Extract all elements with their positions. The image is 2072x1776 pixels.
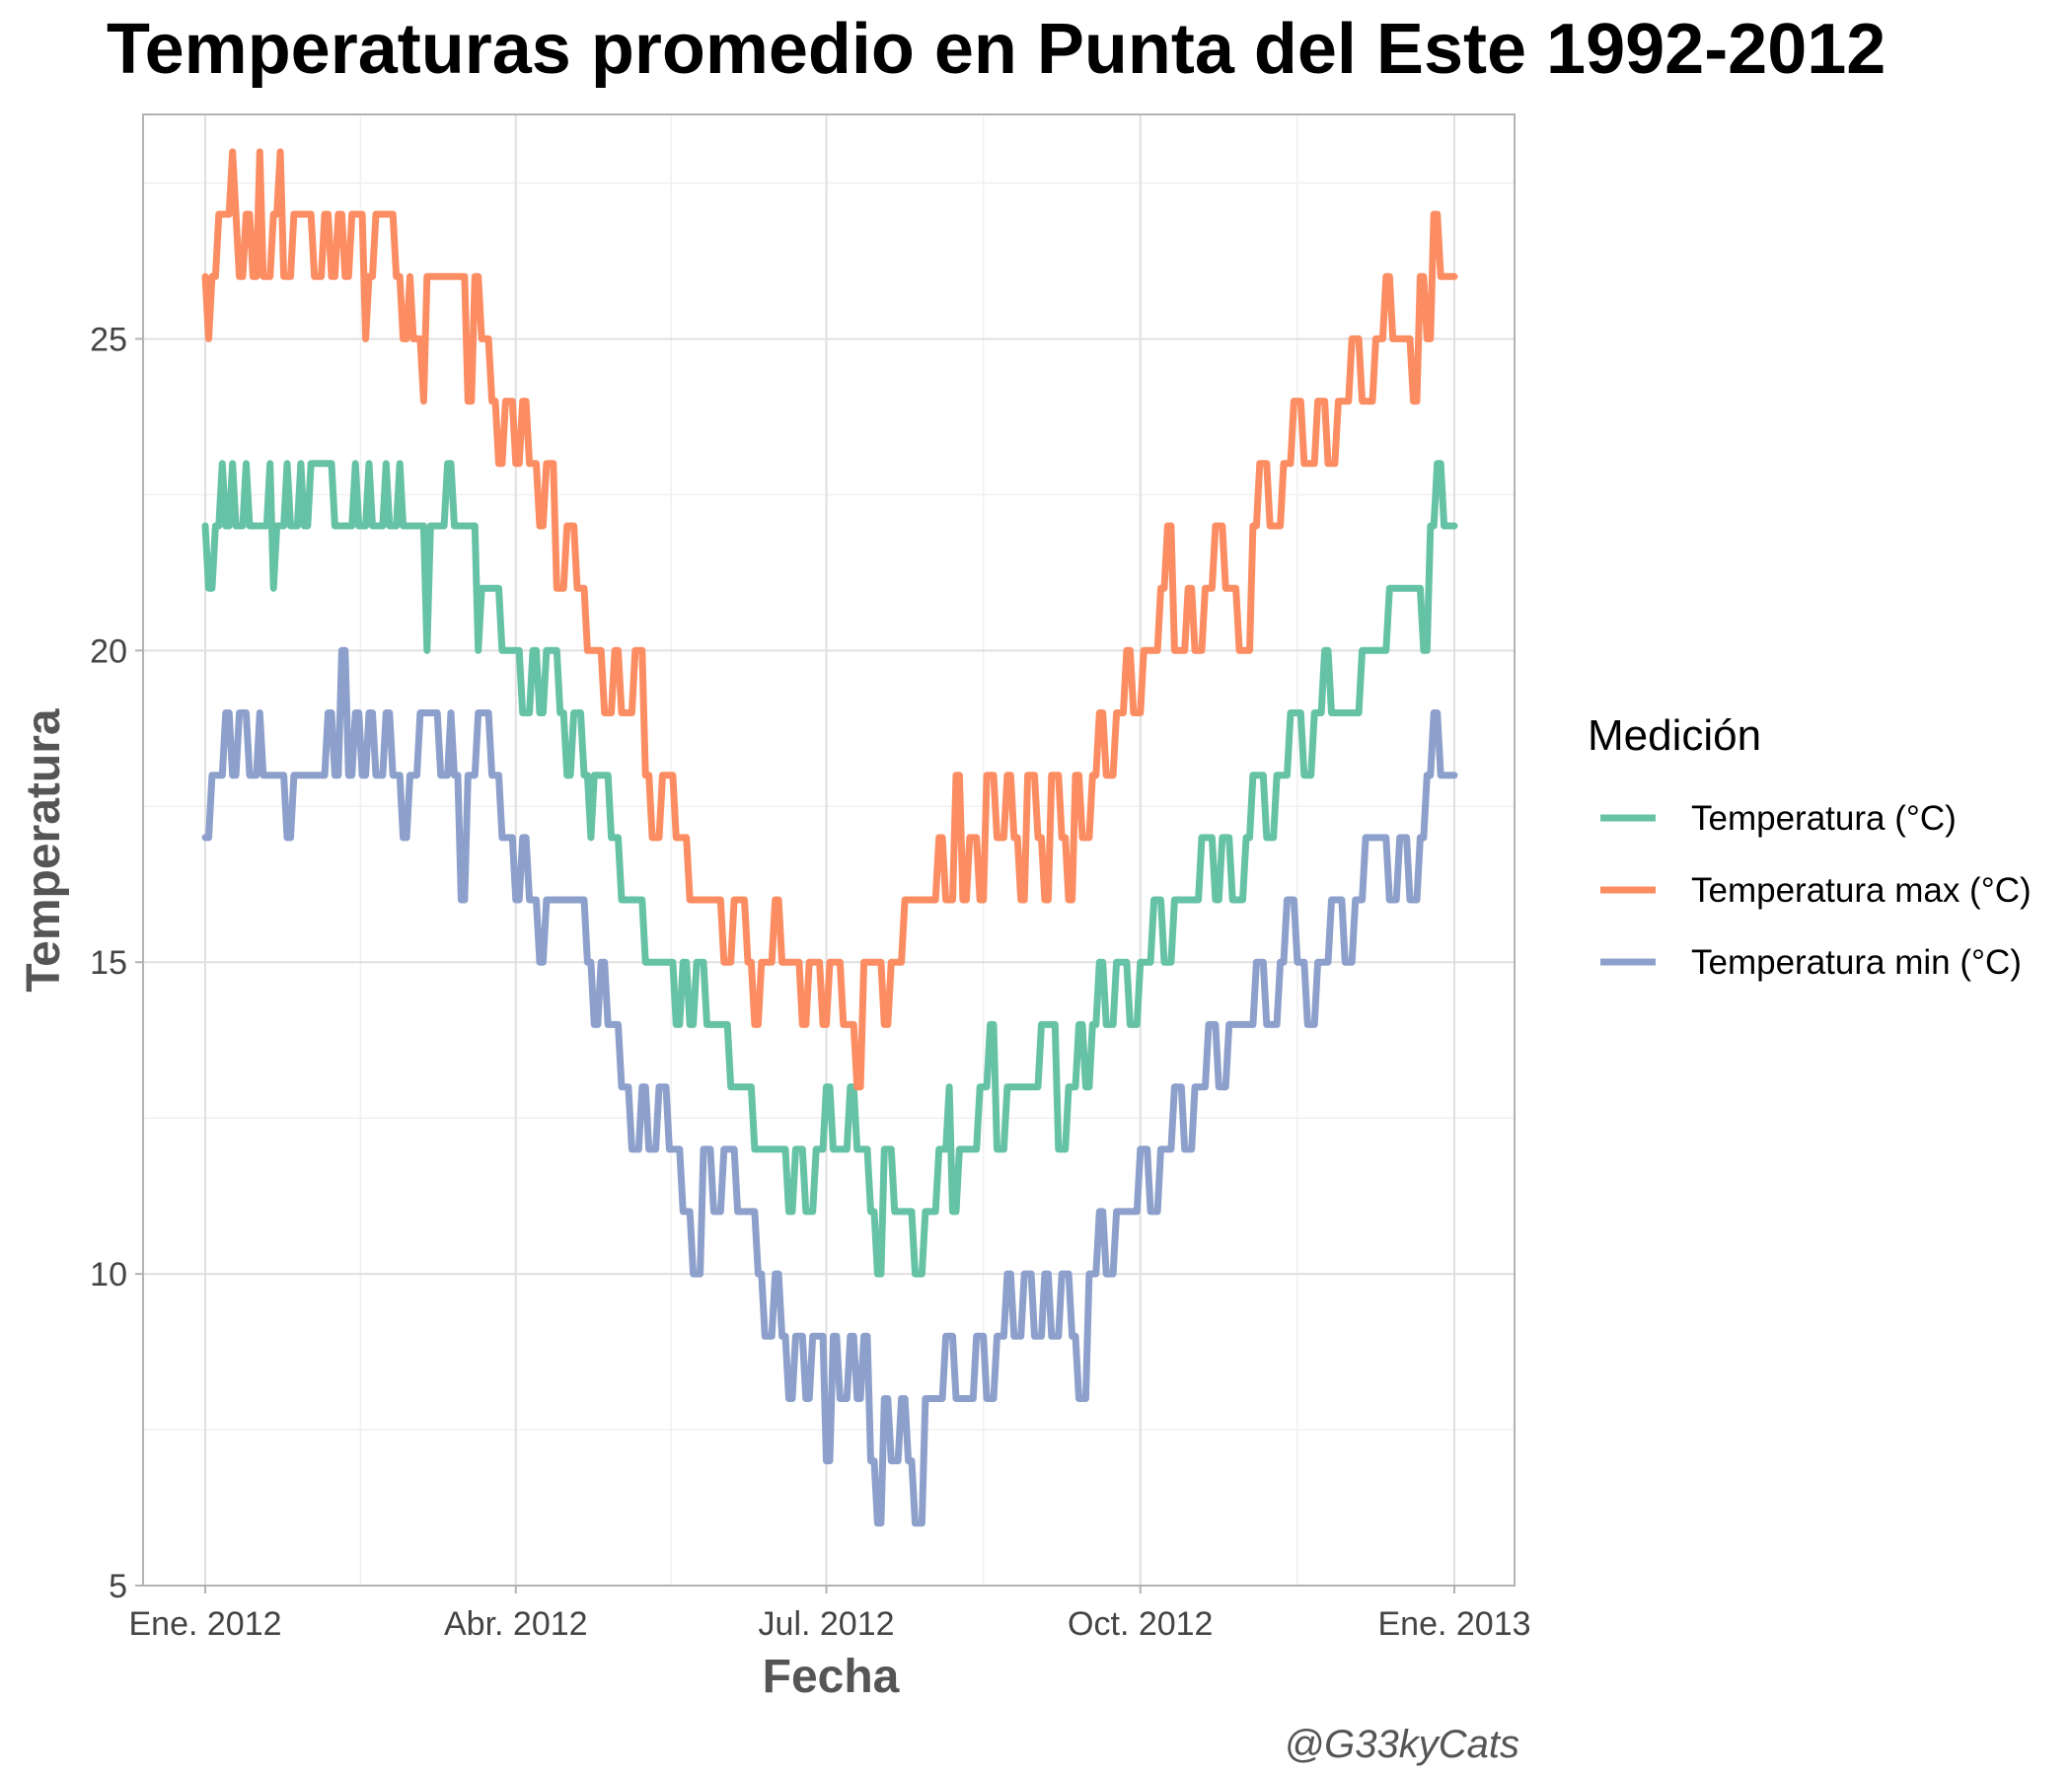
legend-label-1: Temperatura max (°C) (1691, 871, 2032, 910)
chart-title: Temperaturas promedio en Punta del Este … (107, 10, 1886, 89)
y-tick-label: 20 (90, 632, 127, 670)
series-lines (201, 148, 1458, 1527)
minor-gridlines (143, 114, 1515, 1586)
x-tick-label: Ene. 2012 (128, 1605, 281, 1643)
y-tick-label: 10 (90, 1256, 127, 1294)
series-line-1 (201, 148, 1458, 1091)
y-tick-label: 25 (90, 321, 127, 358)
x-tick-label: Abr. 2012 (444, 1605, 588, 1643)
caption: @G33kyCats (1285, 1723, 1519, 1766)
x-axis-title: Fecha (763, 1651, 900, 1703)
y-tick-label: 15 (90, 944, 127, 982)
legend-title: Medición (1588, 711, 1761, 760)
series-line-2 (201, 646, 1458, 1527)
legend-label-0: Temperatura (°C) (1691, 799, 1957, 838)
y-axis-title: Temperatura (18, 708, 70, 993)
x-axis-ticks: Ene. 2012 Abr. 2012 Jul. 2012 Oct. 2012 Ene.… (128, 1586, 1531, 1643)
x-tick-label: Jul. 2012 (759, 1605, 895, 1643)
series-line-0 (201, 460, 1458, 1278)
legend: Medición Temperatura (°C) Temperatura max… (1588, 711, 2032, 982)
major-gridlines (143, 114, 1515, 1587)
x-tick-label: Ene. 2013 (1377, 1605, 1530, 1643)
legend-label-2: Temperatura min (°C) (1691, 943, 2022, 982)
x-tick-label: Oct. 2012 (1068, 1605, 1213, 1643)
y-tick-label: 5 (109, 1568, 127, 1605)
panel-border (142, 113, 1516, 1587)
y-axis-ticks: 5 10 15 20 25 (90, 321, 143, 1605)
